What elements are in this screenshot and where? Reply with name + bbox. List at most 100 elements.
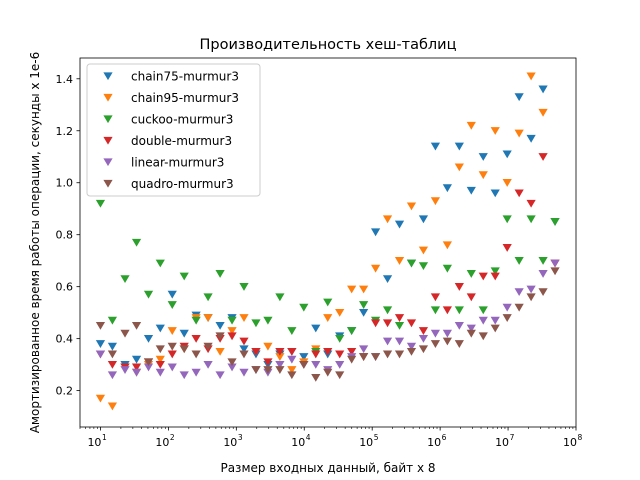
data-point-double-murmur3 bbox=[167, 350, 177, 359]
data-point-quadro-murmur3 bbox=[287, 371, 297, 380]
legend-marker bbox=[103, 158, 113, 167]
data-point-double-murmur3 bbox=[418, 327, 429, 335]
data-point-quadro-murmur3 bbox=[275, 366, 285, 374]
data-point-chain75-murmur3 bbox=[95, 340, 106, 348]
data-point-chain95-murmur3 bbox=[502, 179, 512, 187]
data-point-quadro-murmur3 bbox=[490, 324, 500, 333]
data-point-quadro-murmur3 bbox=[251, 366, 261, 374]
data-point-linear-murmur3 bbox=[167, 363, 177, 372]
x-axis-ticks: 10 1 10 2 10 3 10 4 10 5 10 6 10 7 10 8 bbox=[79, 427, 583, 449]
data-point-double-murmur3 bbox=[526, 199, 536, 208]
data-point-quadro-murmur3 bbox=[359, 353, 369, 361]
legend-marker bbox=[103, 72, 113, 81]
data-point-chain75-murmur3 bbox=[466, 186, 476, 195]
data-point-chain75-murmur3 bbox=[239, 345, 249, 354]
data-point-cuckoo-murmur3 bbox=[514, 257, 524, 265]
data-point-chain75-murmur3 bbox=[538, 85, 548, 94]
data-point-quadro-murmur3 bbox=[191, 350, 201, 359]
y-tick-label: 0.4 bbox=[56, 333, 74, 346]
data-point-quadro-murmur3 bbox=[394, 350, 405, 359]
data-point-cuckoo-murmur3 bbox=[131, 238, 142, 247]
data-point-quadro-murmur3 bbox=[311, 373, 321, 382]
data-point-quadro-murmur3 bbox=[538, 288, 548, 297]
data-point-cuckoo-murmur3 bbox=[323, 298, 333, 307]
data-point-linear-murmur3 bbox=[418, 334, 429, 343]
data-point-cuckoo-murmur3 bbox=[227, 316, 237, 325]
data-points bbox=[95, 72, 560, 411]
data-point-cuckoo-murmur3 bbox=[107, 316, 118, 325]
data-point-quadro-murmur3 bbox=[502, 314, 512, 322]
data-point-chain75-murmur3 bbox=[299, 353, 309, 361]
legend-label: quadro-murmur3 bbox=[131, 177, 234, 191]
data-point-cuckoo-murmur3 bbox=[239, 282, 249, 291]
legend-marker bbox=[103, 136, 113, 145]
data-point-double-murmur3 bbox=[466, 293, 476, 302]
data-point-double-murmur3 bbox=[478, 272, 488, 281]
data-point-linear-murmur3 bbox=[394, 337, 405, 346]
data-point-chain75-murmur3 bbox=[179, 329, 189, 338]
data-point-double-murmur3 bbox=[454, 282, 464, 291]
data-point-double-murmur3 bbox=[502, 244, 512, 252]
data-point-quadro-murmur3 bbox=[239, 350, 249, 359]
legend-label: linear-murmur3 bbox=[131, 156, 224, 170]
data-point-double-murmur3 bbox=[107, 360, 118, 369]
data-point-cuckoo-murmur3 bbox=[335, 334, 345, 343]
data-point-quadro-murmur3 bbox=[263, 366, 273, 374]
data-point-cuckoo-murmur3 bbox=[215, 270, 225, 278]
x-tick-label: 10 bbox=[495, 436, 509, 449]
data-point-linear-murmur3 bbox=[550, 259, 560, 268]
data-point-quadro-murmur3 bbox=[466, 329, 476, 338]
data-point-linear-murmur3 bbox=[203, 360, 213, 369]
x-tick-exponent: 5 bbox=[374, 433, 379, 442]
data-point-chain95-murmur3 bbox=[418, 246, 429, 255]
data-point-quadro-murmur3 bbox=[131, 321, 142, 330]
data-point-linear-murmur3 bbox=[430, 329, 441, 338]
data-point-linear-murmur3 bbox=[143, 363, 154, 372]
x-tick-label: 10 bbox=[427, 436, 441, 449]
data-point-double-murmur3 bbox=[191, 334, 201, 343]
data-point-quadro-murmur3 bbox=[203, 342, 213, 351]
data-point-quadro-murmur3 bbox=[335, 371, 345, 380]
data-point-cuckoo-murmur3 bbox=[478, 306, 488, 315]
data-point-cuckoo-murmur3 bbox=[442, 264, 452, 273]
chart-title: Производительность хеш-таблиц bbox=[200, 37, 457, 53]
data-point-chain75-murmur3 bbox=[526, 134, 536, 143]
data-point-double-murmur3 bbox=[430, 293, 441, 302]
data-point-linear-murmur3 bbox=[131, 368, 142, 377]
data-point-quadro-murmur3 bbox=[347, 355, 357, 364]
data-point-quadro-murmur3 bbox=[155, 345, 165, 354]
data-point-chain75-murmur3 bbox=[490, 189, 500, 198]
data-point-linear-murmur3 bbox=[275, 360, 285, 369]
data-point-quadro-murmur3 bbox=[406, 347, 417, 356]
data-point-cuckoo-murmur3 bbox=[287, 327, 297, 335]
legend-label: chain75-murmur3 bbox=[131, 70, 239, 84]
y-tick-label: 0.6 bbox=[56, 281, 74, 294]
data-point-chain75-murmur3 bbox=[215, 321, 225, 330]
data-point-quadro-murmur3 bbox=[514, 303, 524, 312]
y-tick-label: 1.0 bbox=[56, 177, 74, 190]
data-point-linear-murmur3 bbox=[155, 368, 165, 377]
data-point-cuckoo-murmur3 bbox=[526, 215, 536, 224]
data-point-chain95-murmur3 bbox=[466, 121, 476, 130]
data-point-chain75-murmur3 bbox=[502, 150, 512, 159]
data-point-quadro-murmur3 bbox=[107, 350, 118, 359]
data-point-cuckoo-murmur3 bbox=[251, 319, 261, 328]
data-point-double-murmur3 bbox=[514, 189, 524, 198]
data-point-quadro-murmur3 bbox=[418, 345, 429, 354]
data-point-cuckoo-murmur3 bbox=[179, 272, 189, 281]
data-point-chain95-murmur3 bbox=[394, 257, 405, 265]
data-point-quadro-murmur3 bbox=[167, 342, 177, 351]
data-point-linear-murmur3 bbox=[227, 363, 237, 372]
data-point-double-murmur3 bbox=[263, 358, 273, 367]
data-point-chain95-murmur3 bbox=[526, 72, 536, 81]
data-point-chain95-murmur3 bbox=[215, 347, 225, 356]
data-point-linear-murmur3 bbox=[215, 371, 225, 380]
data-point-double-murmur3 bbox=[275, 347, 285, 356]
data-point-double-murmur3 bbox=[347, 347, 357, 356]
data-point-cuckoo-murmur3 bbox=[155, 259, 165, 268]
data-point-chain75-murmur3 bbox=[394, 220, 405, 229]
data-point-double-murmur3 bbox=[155, 360, 165, 369]
data-point-linear-murmur3 bbox=[179, 371, 189, 380]
data-point-cuckoo-murmur3 bbox=[143, 290, 154, 299]
